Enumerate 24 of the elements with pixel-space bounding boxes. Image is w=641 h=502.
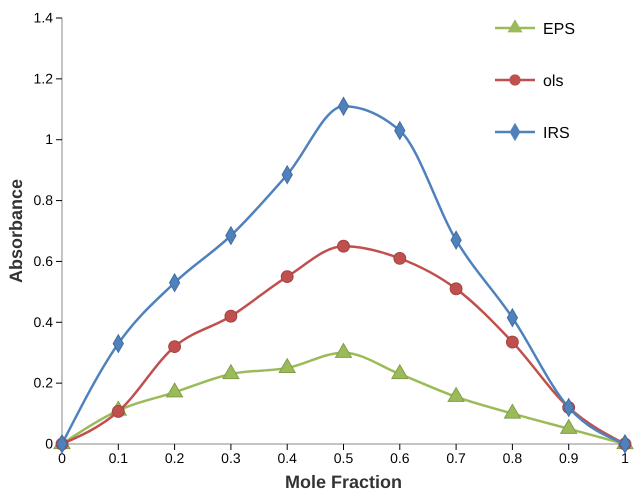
y-tick-label: 0 — [45, 435, 54, 452]
x-tick-label: 0.9 — [558, 450, 579, 466]
x-tick-label: 0 — [58, 450, 66, 466]
legend-label: IRS — [543, 125, 570, 142]
x-tick-label: 1 — [621, 450, 630, 466]
x-tick-label: 0.8 — [502, 450, 522, 466]
x-tick-label: 0.4 — [277, 450, 298, 466]
x-tick-label: 0.3 — [221, 450, 241, 466]
y-tick-label: 0.8 — [34, 192, 54, 208]
y-tick-label: 1.2 — [34, 70, 54, 86]
x-tick-label: 0.7 — [446, 450, 466, 466]
y-tick-label: 0.4 — [34, 314, 54, 330]
y-tick-label: 1.4 — [34, 9, 54, 26]
y-tick-label: 0.2 — [34, 374, 54, 391]
y-axis-title: Absorbance — [6, 178, 26, 284]
y-tick-label: 1 — [45, 131, 54, 148]
x-tick-label: 0.6 — [390, 450, 410, 466]
x-tick-label: 0.5 — [334, 450, 354, 466]
legend-label: ols — [543, 73, 564, 90]
legend-label: EPS — [543, 21, 576, 38]
x-tick-label: 0.1 — [108, 450, 128, 466]
x-axis-title: Mole Fraction — [284, 472, 402, 492]
x-tick-label: 0.2 — [164, 450, 185, 466]
y-tick-label: 0.6 — [34, 252, 54, 269]
